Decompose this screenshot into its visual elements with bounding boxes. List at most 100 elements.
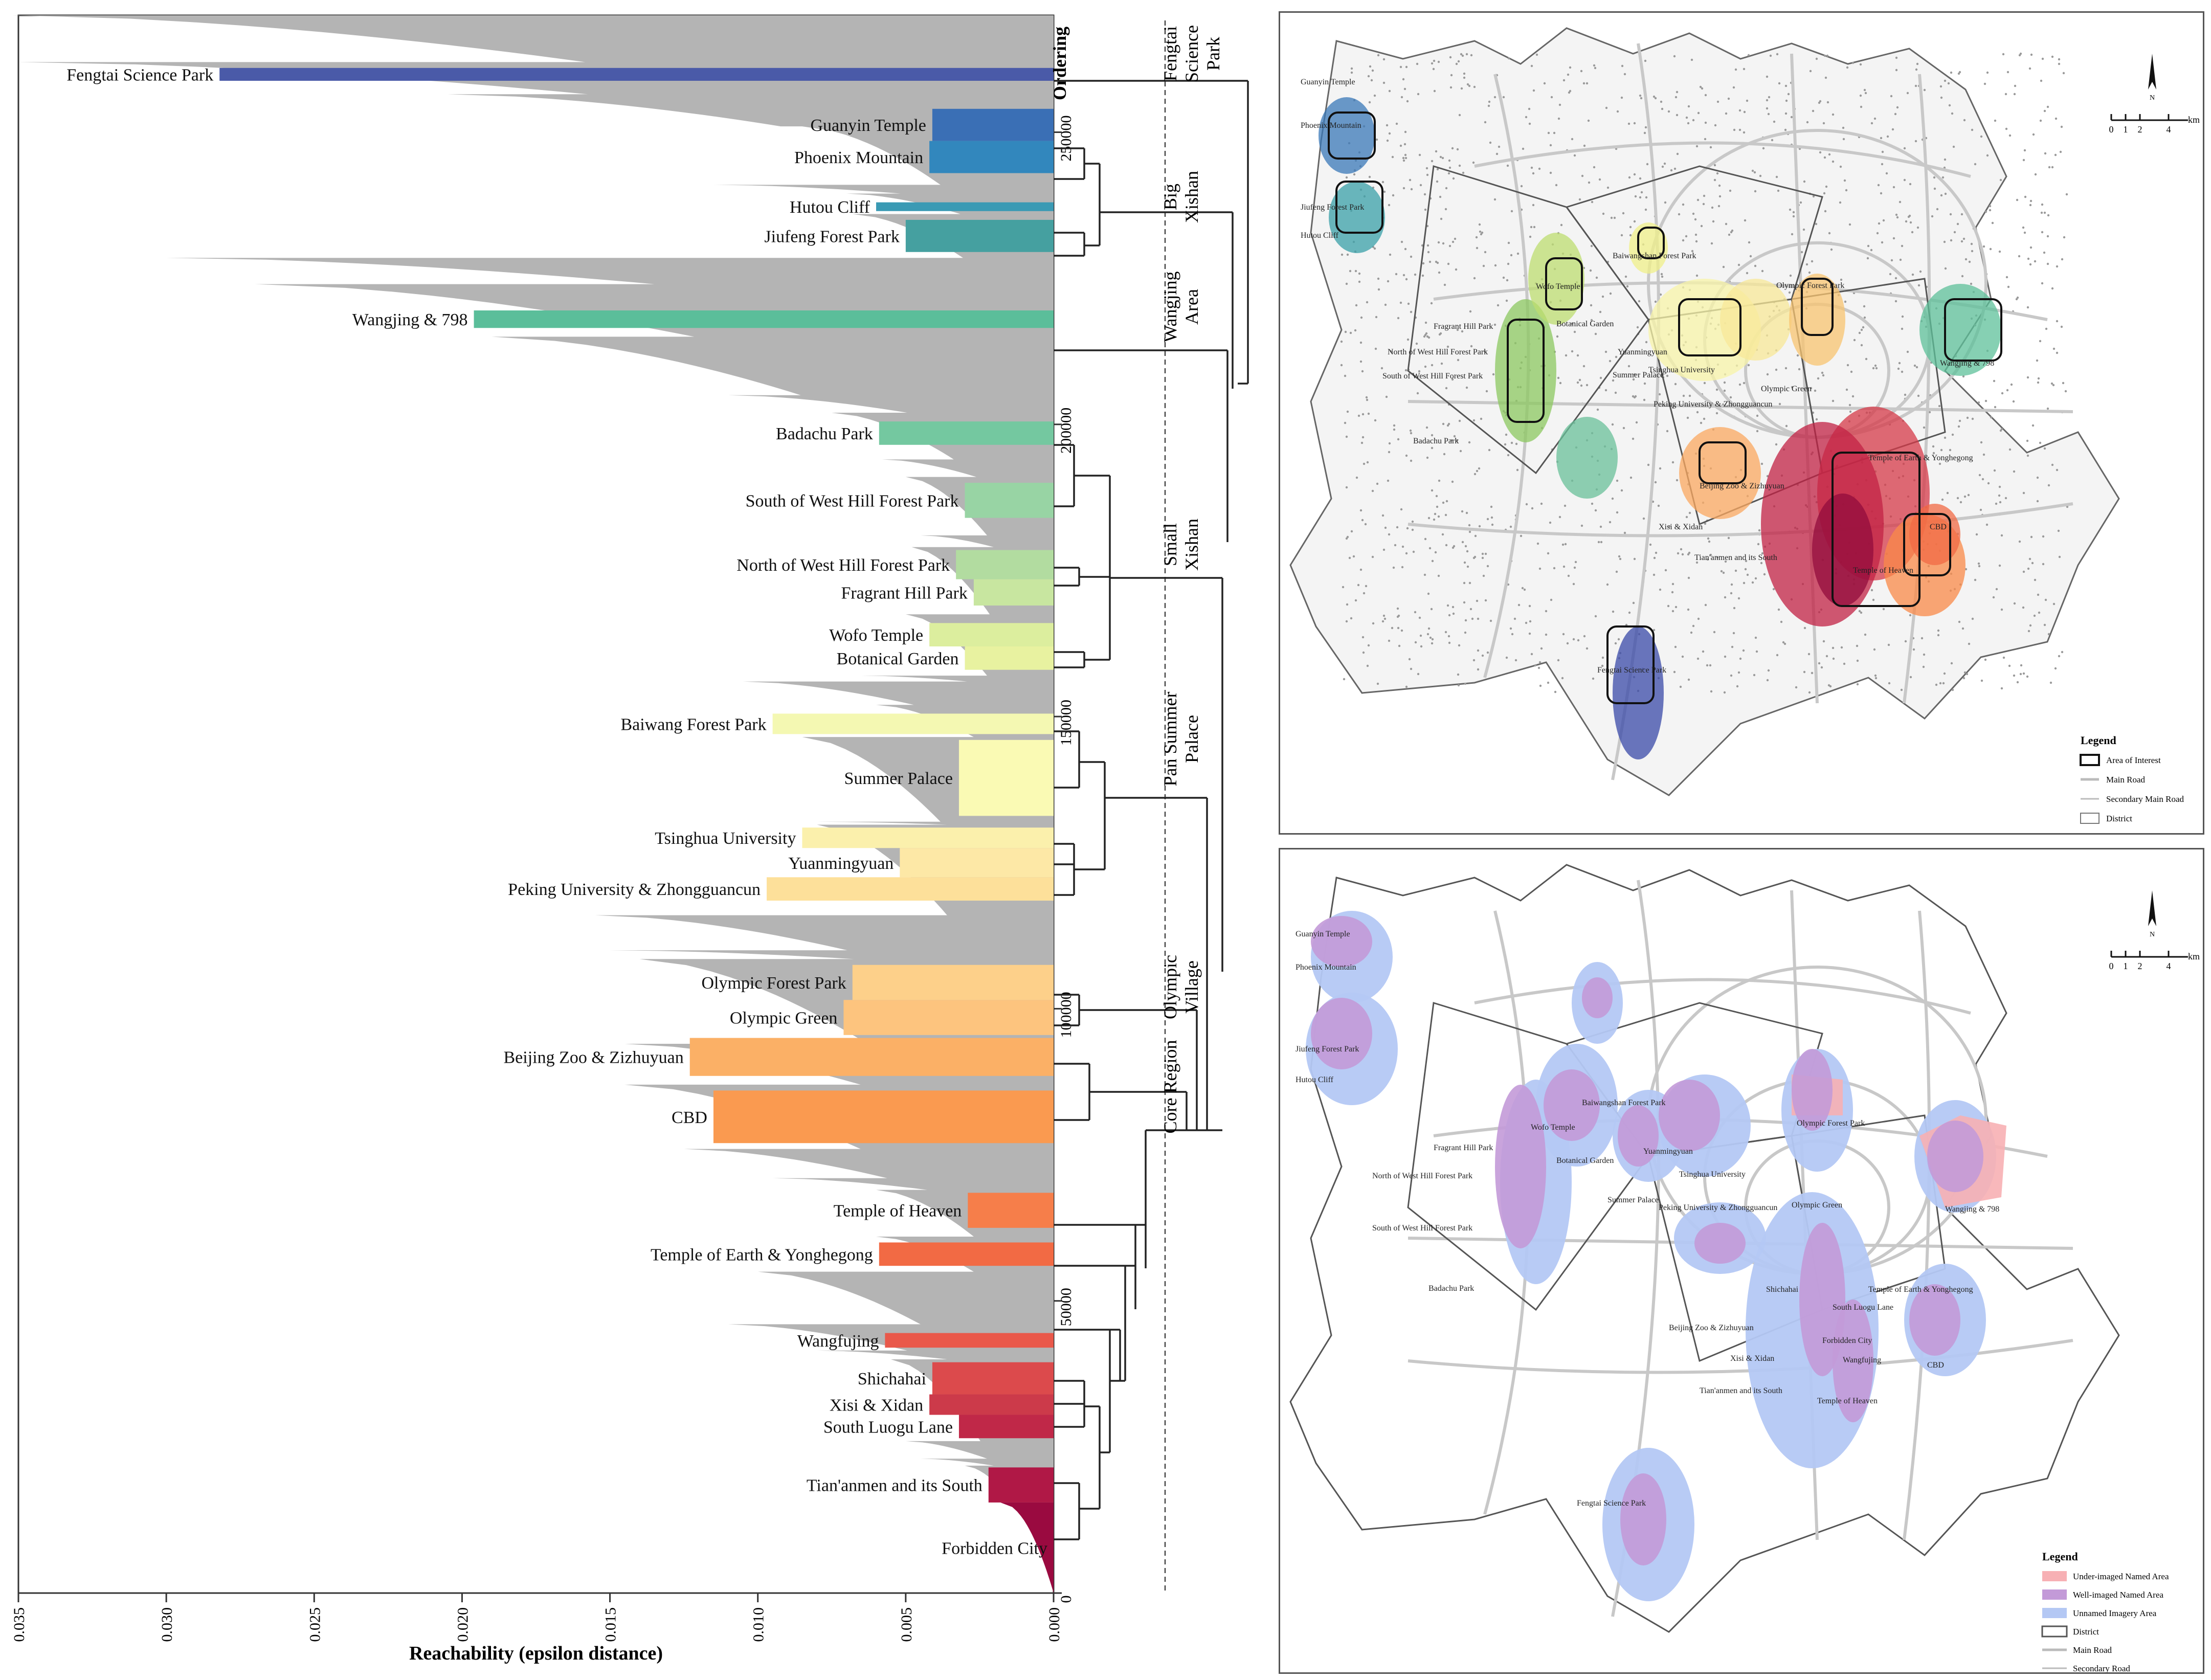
photo-point	[1745, 559, 1748, 563]
photo-point	[1602, 212, 1605, 215]
photo-point	[1638, 300, 1641, 303]
photo-point	[1468, 84, 1471, 87]
photo-point	[1967, 494, 1970, 497]
photo-point	[1829, 685, 1832, 688]
cluster-bar	[932, 108, 1054, 141]
photo-point	[1703, 194, 1706, 197]
photo-point	[1532, 172, 1535, 175]
photo-point	[1538, 167, 1541, 170]
cluster-bar	[929, 1394, 1054, 1415]
photo-point	[1446, 604, 1449, 607]
photo-point	[1547, 131, 1550, 135]
photo-point	[1706, 558, 1709, 561]
photo-point	[1682, 203, 1685, 206]
photo-point	[2004, 93, 2007, 96]
photo-point	[1538, 567, 1542, 570]
photo-point	[2024, 195, 2027, 198]
photo-point	[1772, 588, 1775, 591]
photo-point	[1473, 85, 1476, 88]
x-tick-label: 0.035	[11, 1607, 28, 1642]
photo-point	[1916, 226, 1919, 229]
photo-point	[1687, 105, 1690, 108]
photo-point	[1445, 187, 1448, 190]
ordering-tick-label: 150000	[1058, 700, 1075, 746]
photo-point	[1982, 245, 1985, 248]
photo-point	[1877, 184, 1880, 187]
photo-point	[1444, 513, 1447, 517]
cluster-bar	[474, 310, 1054, 328]
photo-point	[1388, 451, 1391, 454]
photo-point	[1571, 322, 1574, 325]
photo-point	[1461, 510, 1464, 513]
photo-point	[1860, 328, 1863, 331]
photo-point	[1858, 331, 1861, 334]
photo-point	[1567, 574, 1570, 577]
photo-point	[1659, 293, 1662, 296]
photo-point	[1459, 450, 1462, 453]
photo-point	[1640, 97, 1643, 100]
photo-point	[1605, 106, 1608, 109]
area-of-interest	[1545, 257, 1583, 310]
group-label-line: Olympic	[1160, 955, 1180, 1019]
photo-point	[1645, 341, 1648, 344]
photo-point	[1687, 576, 1690, 579]
photo-point	[1846, 66, 1849, 69]
photo-point	[1664, 569, 1667, 572]
photo-point	[1961, 275, 1964, 278]
photo-point	[1629, 226, 1632, 229]
group-label-line: Palace	[1181, 715, 1202, 763]
photo-point	[1928, 411, 1931, 414]
photo-point	[1799, 201, 1802, 204]
photo-point	[1932, 452, 1935, 455]
photo-point	[1938, 405, 1941, 408]
photo-point	[1381, 514, 1384, 517]
cluster-bar	[965, 483, 1054, 518]
photo-point	[1980, 135, 1983, 138]
photo-point	[1960, 213, 1963, 216]
photo-point	[1507, 262, 1510, 265]
photo-point	[1888, 682, 1891, 685]
photo-point	[1695, 274, 1699, 277]
photo-point	[1681, 553, 1684, 556]
photo-point	[1497, 304, 1500, 307]
photo-point	[1823, 54, 1826, 57]
photo-point	[1381, 181, 1384, 184]
photo-point	[2036, 359, 2039, 362]
photo-point	[1809, 70, 1812, 73]
photo-point	[1393, 424, 1396, 427]
photo-point	[1573, 154, 1576, 157]
scale-label: 0	[2109, 124, 2114, 135]
photo-point	[1947, 82, 1950, 85]
photo-point	[1425, 332, 1428, 335]
photo-point	[1725, 112, 1728, 115]
photo-point	[1840, 278, 1843, 281]
photo-point	[1460, 87, 1463, 90]
photo-point	[1753, 674, 1756, 677]
photo-point	[1940, 449, 1943, 452]
photo-point	[1725, 222, 1728, 226]
photo-point	[1619, 557, 1622, 561]
photo-point	[1387, 479, 1390, 482]
photo-point	[1826, 101, 1829, 104]
photo-point	[1944, 267, 1947, 270]
photo-point	[1634, 195, 1637, 198]
photo-point	[1368, 175, 1371, 178]
photo-point	[1476, 469, 1479, 473]
photo-point	[1489, 619, 1492, 622]
photo-point	[1722, 265, 1725, 268]
photo-point	[1442, 422, 1445, 425]
photo-point	[1620, 489, 1623, 492]
photo-point	[1737, 671, 1740, 674]
photo-point	[2051, 463, 2054, 466]
photo-point	[1742, 649, 1745, 652]
photo-point	[1901, 315, 1904, 318]
photo-point	[1727, 97, 1730, 100]
photo-point	[1599, 525, 1602, 528]
photo-point	[1571, 350, 1574, 353]
photo-point	[1923, 426, 1926, 429]
photo-point	[1479, 230, 1482, 233]
photo-point	[1626, 285, 1629, 288]
photo-point	[2041, 282, 2044, 285]
photo-point	[1821, 371, 1824, 374]
